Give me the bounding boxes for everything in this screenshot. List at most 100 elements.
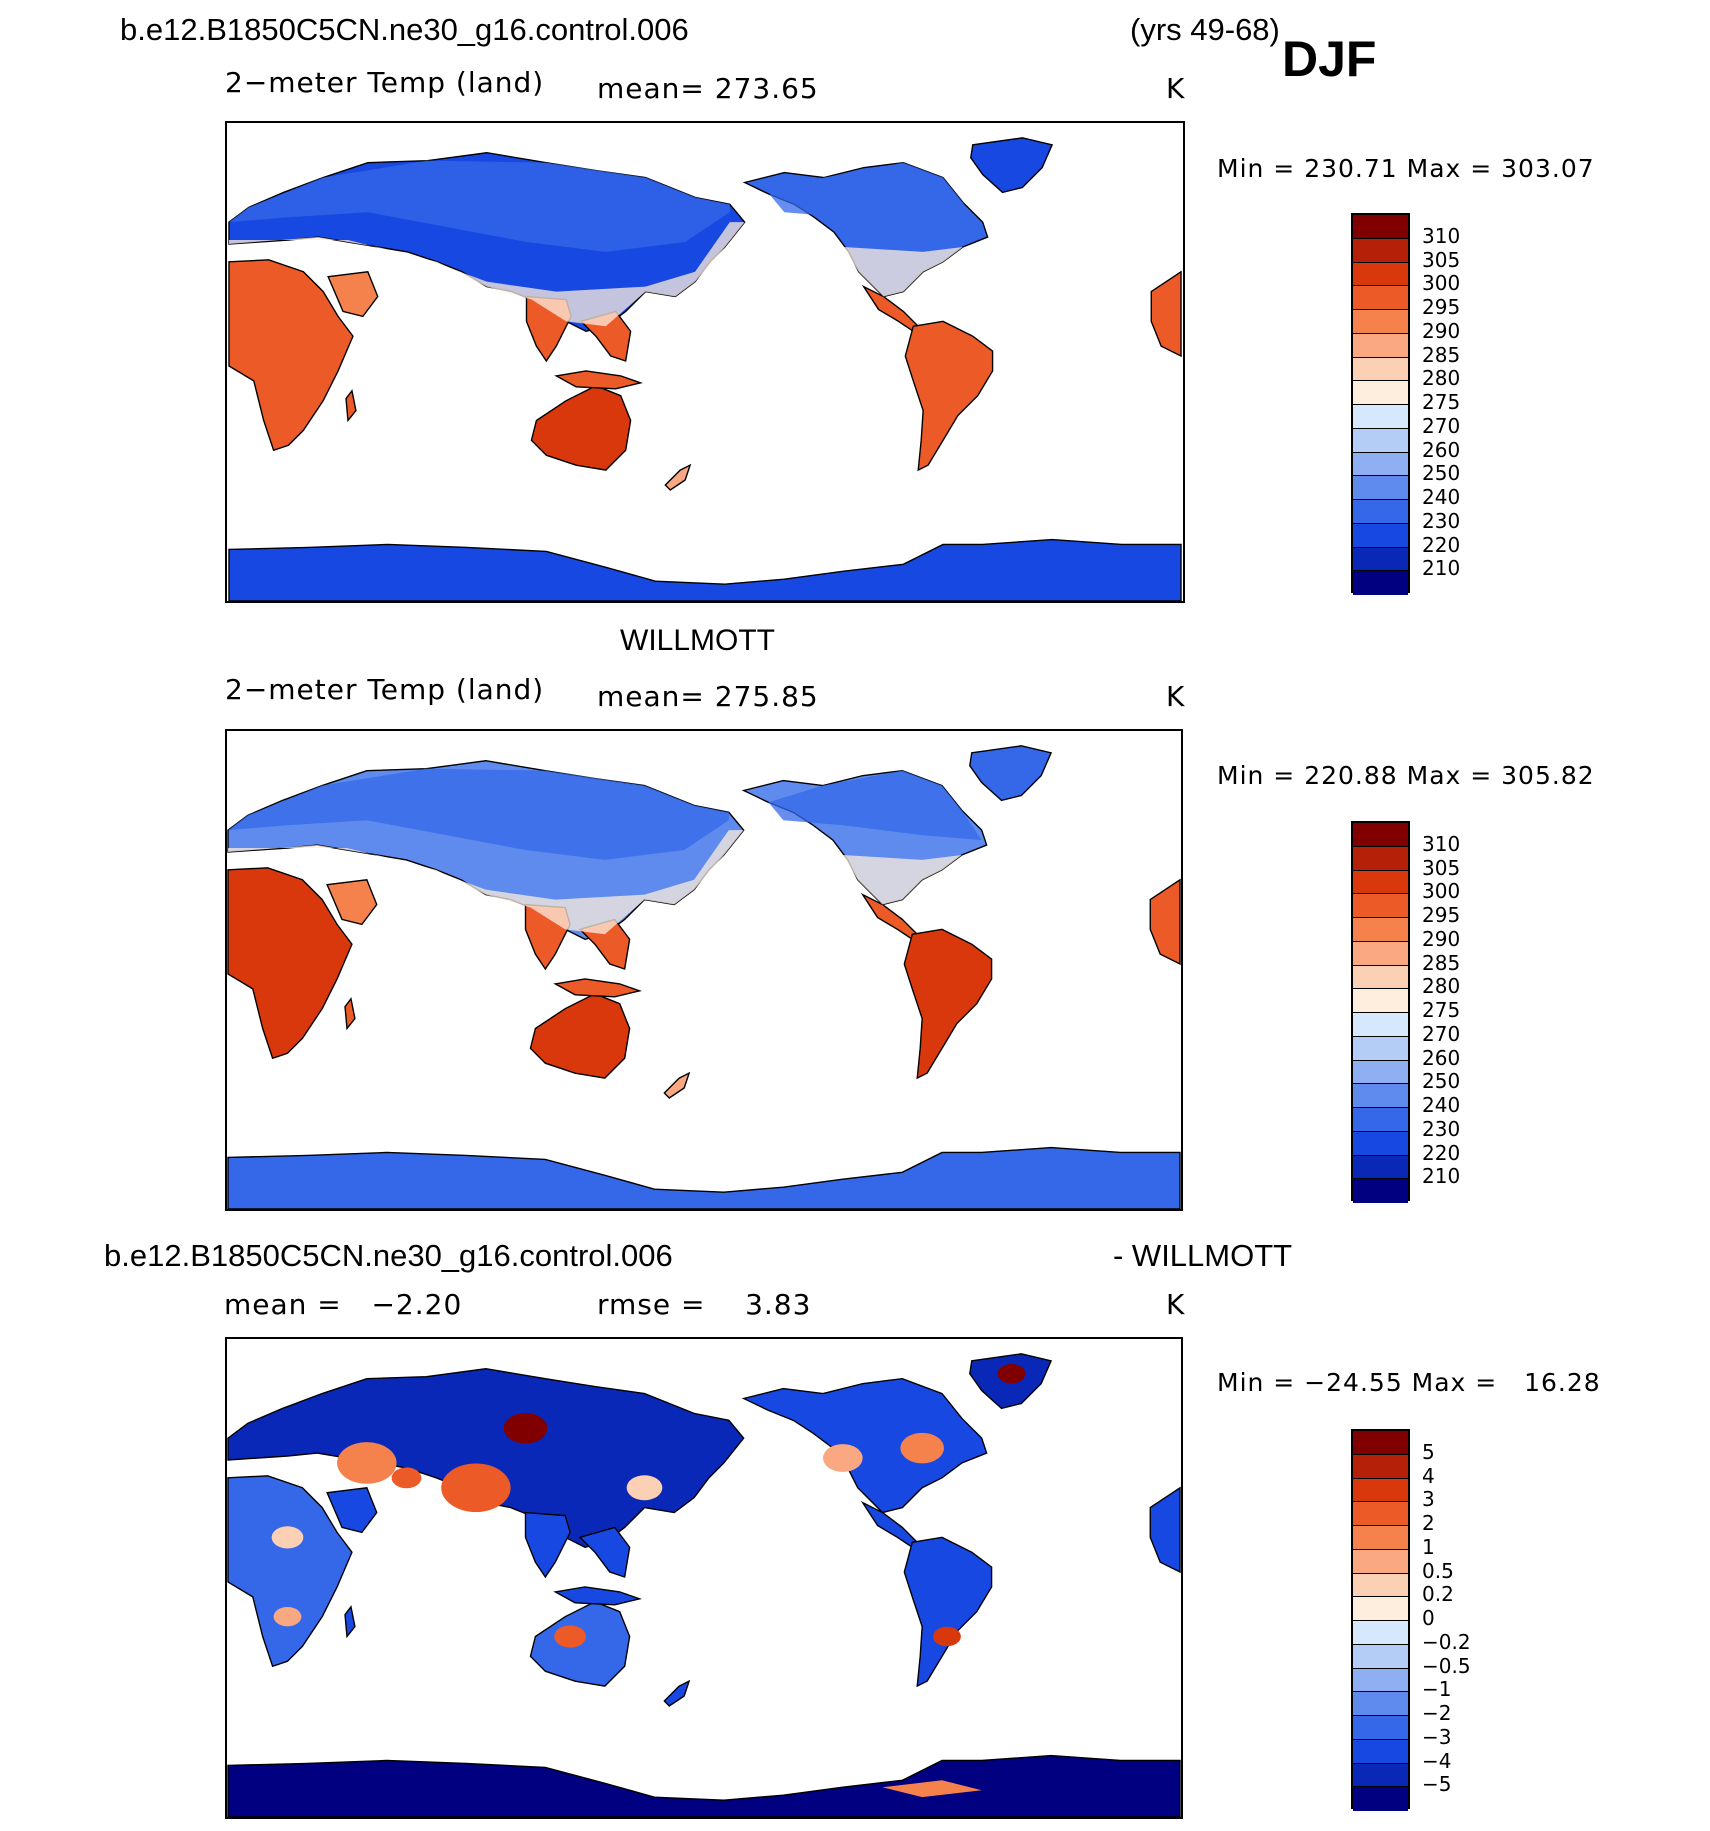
- anomaly-blob: [503, 1412, 548, 1444]
- temperature-band: [842, 854, 962, 905]
- colorbar-label: 290: [1422, 318, 1461, 343]
- colorbar-swatch: [1353, 1454, 1408, 1479]
- colorbar-label: 280: [1422, 366, 1461, 391]
- land-antarctica: [228, 538, 1182, 601]
- colorbar-swatch: [1353, 1787, 1408, 1811]
- colorbar-label: 275: [1422, 390, 1461, 414]
- panel2-variable: 2−meter Temp (land): [225, 673, 545, 706]
- colorbar-label: −1: [1422, 1677, 1452, 1702]
- colorbar-swatch: [1353, 476, 1408, 500]
- colorbar-label: 250: [1422, 1069, 1461, 1094]
- anomaly-blob: [933, 1626, 961, 1647]
- land-india: [524, 1511, 571, 1579]
- colorbar-label: −3: [1422, 1724, 1452, 1749]
- colorbar-willmott: [1351, 821, 1410, 1203]
- colorbar-label: 310: [1422, 223, 1461, 248]
- land-madagascar: [344, 997, 356, 1031]
- colorbar-label: −4: [1422, 1748, 1452, 1773]
- colorbar-label: 300: [1422, 879, 1461, 904]
- colorbar-model: [1351, 213, 1410, 595]
- colorbar-swatch: [1353, 823, 1408, 847]
- colorbar-swatch: [1353, 357, 1408, 382]
- colorbar-swatch: [1353, 941, 1408, 966]
- panel1-variable: 2−meter Temp (land): [225, 66, 545, 99]
- panel3-rmse: rmse = 3.83: [597, 1288, 812, 1321]
- panel3-mean: mean = −2.20: [224, 1288, 463, 1321]
- colorbar-swatch: [1353, 965, 1408, 990]
- land-greenland: [970, 137, 1054, 194]
- land-greenland: [969, 745, 1053, 802]
- temperature-band: [227, 830, 744, 935]
- anomaly-blob: [441, 1463, 511, 1513]
- case-title: b.e12.B1850C5CN.ne30_g16.control.006: [120, 12, 689, 47]
- panel1-mean: mean= 273.65: [597, 72, 819, 105]
- panel2-mean: mean= 275.85: [597, 680, 819, 713]
- anomaly-blob: [554, 1625, 586, 1648]
- colorbar-swatch: [1353, 286, 1408, 310]
- colorbar-label: 240: [1422, 485, 1461, 509]
- colorbar-label: 290: [1422, 926, 1461, 951]
- land-australia: [530, 385, 632, 471]
- colorbar-label: 305: [1422, 247, 1461, 272]
- colorbar-swatch: [1353, 1060, 1408, 1085]
- land-samerica: [904, 320, 994, 472]
- colorbar-label: −5: [1422, 1772, 1452, 1797]
- anomaly-antarctic: [882, 1780, 982, 1798]
- panel2-units: K: [1166, 680, 1186, 713]
- season-label: DJF: [1282, 31, 1377, 87]
- panel3-minmax: Min = −24.55 Max = 16.28: [1217, 1368, 1601, 1397]
- colorbar-label: 305: [1422, 855, 1461, 880]
- colorbar-label: 285: [1422, 342, 1461, 367]
- colorbar-swatch: [1353, 1084, 1408, 1108]
- colorbar-label: 4: [1422, 1463, 1435, 1488]
- years-label: (yrs 49-68): [1130, 12, 1280, 47]
- land-arabia: [327, 270, 379, 318]
- colorbar-swatch: [1353, 870, 1408, 895]
- colorbar-label: 5: [1422, 1439, 1435, 1464]
- panel1-units: K: [1166, 72, 1186, 105]
- colorbar-label: 270: [1422, 413, 1461, 438]
- colorbar-swatch: [1353, 1644, 1408, 1669]
- colorbar-swatch: [1353, 571, 1408, 595]
- colorbar-label: 0: [1422, 1606, 1435, 1630]
- land-namerica: [741, 1377, 988, 1514]
- colorbar-swatch: [1353, 1431, 1408, 1455]
- panel2-title: WILLMOTT: [620, 624, 775, 657]
- land-africa: [227, 867, 353, 1060]
- temperature-band: [843, 246, 963, 297]
- colorbar-swatch: [1353, 918, 1408, 942]
- anomaly-blob: [900, 1432, 944, 1464]
- colorbar-swatch: [1353, 1526, 1408, 1550]
- colorbar-label: 250: [1422, 461, 1461, 486]
- land-africa: [227, 1475, 353, 1668]
- land-nz: [663, 1071, 691, 1099]
- colorbar-swatch: [1353, 1155, 1408, 1180]
- colorbar-swatch: [1353, 1597, 1408, 1621]
- colorbar-swatch: [1353, 1692, 1408, 1716]
- colorbar-label: 280: [1422, 974, 1461, 999]
- land-sea: [578, 1526, 631, 1578]
- colorbar-swatch: [1353, 1013, 1408, 1037]
- colorbar-label: 2: [1422, 1511, 1435, 1535]
- land-madagascar: [344, 1605, 356, 1639]
- land-madagascar: [345, 389, 357, 423]
- colorbar-swatch: [1353, 333, 1408, 358]
- land-samerica: [903, 928, 993, 1080]
- land-indonesia: [553, 978, 642, 998]
- anomaly-blob: [997, 1363, 1026, 1384]
- temperature-band: [769, 162, 983, 233]
- colorbar-label: −2: [1422, 1701, 1452, 1725]
- colorbar-label: 230: [1422, 1116, 1461, 1141]
- land-nz: [664, 463, 692, 491]
- panel3-units: K: [1166, 1288, 1186, 1321]
- colorbar-label: 220: [1422, 532, 1461, 557]
- colorbar-label: 210: [1422, 1164, 1461, 1189]
- colorbar-label: 295: [1422, 903, 1461, 927]
- land-antarctica: [227, 1754, 1181, 1817]
- land-africa: [228, 259, 354, 452]
- map-panel-difference: [225, 1337, 1183, 1819]
- colorbar-swatch: [1353, 428, 1408, 453]
- colorbar-swatch: [1353, 1131, 1408, 1156]
- anomaly-blob: [271, 1526, 304, 1549]
- map-panel-willmott: [225, 729, 1183, 1211]
